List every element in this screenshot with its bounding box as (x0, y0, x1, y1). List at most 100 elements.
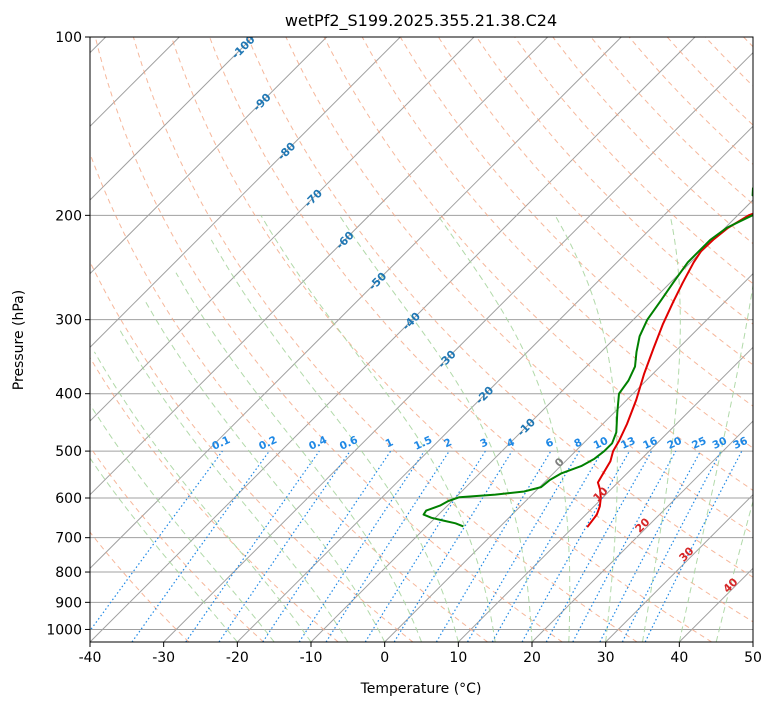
mixing-ratio-line (298, 450, 425, 642)
moist-adiabat-line (118, 327, 349, 642)
x-tick-label: 0 (380, 650, 389, 666)
mixing-ratio-label: 16 (641, 435, 659, 452)
moist-adiabat-label: 20 (633, 515, 653, 535)
dry-adiabat-line (132, 37, 638, 642)
y-tick-label: 900 (55, 595, 82, 611)
y-tick-label: 1000 (46, 622, 82, 638)
x-tick-label: 20 (523, 650, 541, 666)
x-axis-label: Temperature (°C) (360, 681, 482, 697)
x-tick-label: 50 (744, 650, 762, 666)
isotherm-line (605, 493, 753, 642)
isotherm-label: -70 (302, 186, 325, 209)
chart-title: wetPf2_S199.2025.355.21.38.C24 (285, 11, 557, 31)
dry-adiabat-line (323, 37, 753, 491)
moist-adiabat-line (554, 215, 618, 642)
dry-adiabat-line (552, 37, 753, 245)
moist-adiabat-line (437, 215, 571, 642)
mixing-ratio-label: 3 (478, 436, 490, 450)
isotherm-line (90, 37, 401, 349)
moist-adiabat-label: 10 (591, 484, 611, 504)
mixing-ratio-label: 0.2 (257, 434, 279, 453)
moist-adiabat-line (90, 457, 238, 642)
isotherm-line (90, 37, 622, 570)
x-tick-label: -10 (300, 650, 323, 666)
y-tick-label: 500 (55, 444, 82, 460)
x-tick-label: -30 (152, 650, 175, 666)
y-axis-label: Pressure (hPa) (11, 290, 27, 390)
mixing-ratio-line (262, 450, 392, 642)
dry-adiabat-line (514, 37, 753, 285)
y-tick-label: 700 (55, 531, 82, 547)
isotherm-line (163, 51, 753, 642)
mixing-ratio-label: 6 (544, 436, 556, 450)
mixing-ratio-line (466, 450, 580, 642)
dry-adiabat-line (90, 446, 264, 642)
isotherm-line (531, 420, 753, 642)
x-tick-label: -20 (226, 650, 249, 666)
mixing-ratio-line (131, 450, 270, 642)
isotherm-label: -50 (366, 269, 389, 292)
isotherm-line (90, 37, 475, 422)
isotherm-line (90, 37, 696, 642)
isotherm-line (310, 199, 753, 642)
mixing-ratio-line (644, 450, 743, 642)
isotherm-line (236, 125, 753, 642)
mixing-ratio-label: 1.5 (412, 434, 434, 453)
mixing-ratio-label: 4 (505, 436, 517, 450)
x-tick-label: 40 (670, 650, 688, 666)
moist-adiabat-label: 30 (677, 544, 697, 564)
mixing-ratio-label: 0.1 (210, 434, 232, 453)
mixing-ratio-label: 8 (572, 436, 584, 450)
dry-adiabat-line (399, 37, 753, 407)
moist-adiabat-line (90, 403, 275, 642)
mixing-ratio-label: 10 (592, 435, 610, 452)
isotherm-label: -60 (333, 228, 356, 251)
mixing-ratio-label: 0.6 (338, 434, 360, 453)
y-tick-label: 400 (55, 387, 82, 403)
mixing-ratio-line (90, 450, 223, 632)
moist-adiabat-line (642, 215, 681, 642)
moist-adiabat-line (175, 272, 422, 642)
mixing-ratio-line (435, 450, 552, 642)
moist-adiabat-line (678, 282, 753, 642)
moist-adiabat-line (338, 215, 533, 642)
mixing-ratio-line (185, 450, 320, 642)
isotherm-line (90, 37, 254, 201)
mixing-ratio-label: 0.4 (307, 434, 329, 453)
mixing-ratio-label: 2 (442, 436, 454, 450)
mixing-ratio-line (218, 450, 351, 642)
dry-adiabat-line (704, 37, 753, 87)
dry-adiabat-line (437, 37, 753, 366)
dry-adiabat-line (90, 260, 414, 642)
dry-adiabat-line (361, 37, 753, 449)
mixing-ratio-line (545, 450, 653, 642)
isotherm-line (384, 272, 753, 642)
dewpoint-profile-line (422, 186, 753, 528)
mixing-ratio-line (521, 450, 631, 642)
isotherm-label: -90 (250, 90, 273, 113)
isotherm-line (90, 37, 549, 496)
plot-frame (89, 36, 754, 643)
y-tick-label: 100 (55, 30, 82, 46)
isotherm-line (90, 37, 328, 275)
mixing-ratio-line (572, 450, 677, 642)
y-tick-label: 800 (55, 565, 82, 581)
isotherm-line (752, 641, 753, 642)
x-tick-label: 30 (597, 650, 615, 666)
mixing-ratio-line (364, 450, 486, 642)
mixing-ratio-label: 1 (384, 436, 396, 450)
dry-adiabat-line (90, 152, 488, 642)
dry-adiabat-line (90, 356, 339, 642)
dry-adiabat-line (743, 37, 753, 48)
dry-adiabat-line (171, 37, 712, 642)
y-tick-label: 600 (55, 491, 82, 507)
moist-adiabat-line (145, 301, 386, 642)
moist-adiabat-line (210, 239, 459, 642)
mixing-ratio-label: 36 (731, 435, 749, 452)
moist-adiabat-line (93, 351, 312, 642)
dry-adiabat-line (94, 37, 563, 642)
dry-adiabat-line (209, 37, 753, 623)
y-tick-label: 200 (55, 208, 82, 224)
dry-adiabat-line (285, 37, 753, 534)
